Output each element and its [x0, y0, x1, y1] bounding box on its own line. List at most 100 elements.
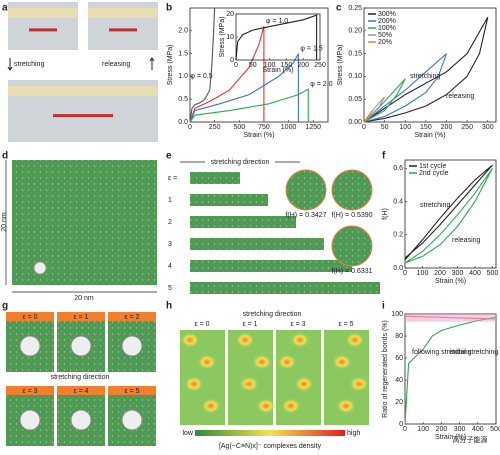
label-bg — [108, 312, 156, 321]
arrow — [149, 57, 155, 70]
y-tick-label: 1.0 — [178, 73, 188, 80]
y-tick-label: 0.4 — [393, 198, 403, 205]
y-tick-label: 0.2 — [393, 232, 403, 239]
x-tick-label: 0 — [362, 124, 366, 131]
strain-label: ε = 0 — [23, 314, 38, 321]
strain-label: ε = — [168, 175, 177, 182]
y-tick-label: 0.20 — [348, 28, 362, 35]
nanoparticle — [70, 409, 92, 431]
x-tick-label: 100 — [264, 62, 276, 69]
x-tick-label: 250 — [314, 62, 326, 69]
sample — [109, 28, 137, 32]
series-line — [404, 164, 493, 261]
panel-label: h — [166, 301, 172, 312]
x-tick-label: 250 — [209, 124, 221, 131]
y-axis-label: f(H) — [382, 208, 389, 220]
x-tick-label: 300 — [482, 124, 494, 131]
legend-label: 1st cycle — [419, 163, 446, 170]
x-tick-label: 50 — [381, 124, 389, 131]
legend-label: 50% — [378, 32, 392, 39]
fh-label: f(H) = 0.3427 — [285, 212, 326, 219]
sample — [53, 114, 113, 118]
hotspot — [277, 354, 297, 370]
dim-label: 20 nm — [1, 212, 8, 232]
x-tick-label: 1250 — [305, 124, 321, 131]
x-axis-label: Strain (%) — [262, 67, 293, 74]
sample — [29, 28, 57, 32]
cbar-label: low — [182, 430, 193, 437]
y-axis-label: Stress (MPa) — [219, 17, 226, 58]
x-tick-label: 0 — [403, 270, 407, 277]
x-tick-label: 500 — [487, 270, 499, 277]
direction: stretching direction — [51, 374, 110, 381]
series-line — [363, 53, 448, 123]
strain-label: ε = 4 — [74, 388, 89, 395]
y-tick-label: 0.05 — [348, 96, 362, 103]
label: releasing — [102, 61, 131, 68]
panel-label: c — [336, 3, 342, 14]
hotspot — [184, 376, 204, 392]
y-tick-label: 10 — [226, 34, 234, 41]
y-tick-label: 0.15 — [348, 50, 362, 57]
x-tick-label: 150 — [420, 124, 432, 131]
series-line — [235, 14, 318, 61]
strip — [190, 260, 352, 272]
x-tick-label: 200 — [436, 426, 448, 433]
series-line — [189, 7, 216, 123]
y-tick-label: 0.0 — [178, 119, 188, 126]
hotspot — [349, 376, 369, 392]
axes-frame — [189, 7, 329, 123]
y-tick-label: 40 — [395, 377, 403, 384]
label-bg — [57, 312, 105, 321]
y-axis-label: Ratio of regenerated bonds (%) — [382, 320, 389, 418]
series-label: initial stretching — [450, 349, 498, 356]
strip — [190, 172, 240, 184]
x-tick-label: 200 — [441, 124, 453, 131]
strain-label: 1 — [168, 197, 172, 204]
x-tick-label: 150 — [281, 62, 293, 69]
dim-label: 20 nm — [74, 295, 94, 302]
panel-label: b — [166, 3, 172, 14]
legend-label: 20% — [378, 39, 392, 46]
hotspot — [201, 398, 221, 414]
x-tick-label: 500 — [233, 124, 245, 131]
axes-frame — [363, 7, 497, 123]
series-line — [189, 53, 299, 123]
strain-label: 5 — [168, 285, 172, 292]
panel-label: d — [2, 151, 8, 162]
colorbar — [195, 430, 345, 436]
axes-frame — [404, 313, 497, 425]
x-tick-label: 0 — [188, 124, 192, 131]
legend-label: 300% — [378, 11, 396, 18]
hotspot — [252, 354, 272, 370]
ruler — [88, 8, 158, 18]
axes-frame — [404, 159, 497, 269]
x-tick-label: 100 — [399, 124, 411, 131]
panel-label: f — [382, 151, 386, 162]
cbar-title: [Ag(−C≡N)x]⁻ complexes density — [219, 443, 322, 450]
annotation: releasing — [446, 93, 475, 100]
y-tick-label: 0.5 — [178, 96, 188, 103]
panel-label: i — [382, 301, 385, 312]
strip — [190, 238, 324, 250]
fh-label: f(H) = 0.6331 — [331, 268, 372, 275]
x-tick-label: 100 — [417, 426, 429, 433]
hotspot — [332, 354, 352, 370]
hotspot — [235, 332, 255, 348]
hotspot — [294, 376, 314, 392]
x-tick-label: 200 — [297, 62, 309, 69]
y-tick-label: 2.0 — [178, 28, 188, 35]
legend-label: 2nd cycle — [419, 170, 449, 177]
x-axis-label: Strain (%) — [435, 434, 466, 441]
y-tick-label: 0 — [399, 421, 403, 428]
hotspot — [281, 398, 301, 414]
strain-label: ε = 2 — [125, 314, 140, 321]
label-bg — [57, 386, 105, 395]
strip — [190, 194, 268, 206]
y-axis-label: Stress (MPa) — [337, 45, 344, 86]
strain-label: 4 — [168, 263, 172, 270]
series-label: following stretching — [412, 349, 472, 356]
panel-label: a — [2, 3, 8, 14]
y-tick-label: 100 — [391, 311, 403, 318]
direction: stretching direction — [243, 311, 302, 318]
